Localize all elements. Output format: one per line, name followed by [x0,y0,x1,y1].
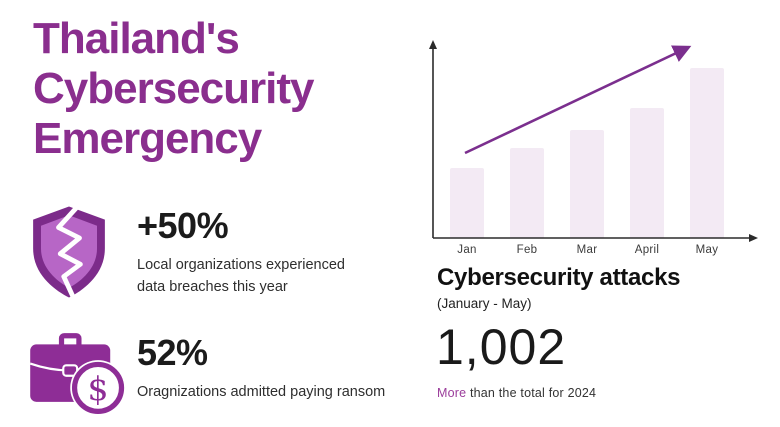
stat-body: +50% Local organizations experienced dat… [137,203,367,306]
x-tick-label-feb: Feb [516,244,538,256]
footnote-rest: than the total for 2024 [466,386,597,400]
chart-bar-may [690,68,724,238]
stat-data-breaches: +50% Local organizations experienced dat… [25,203,367,306]
stat-value-ransom: 52% [137,332,208,373]
y-axis-arrowhead [429,40,437,49]
footnote: More than the total for 2024 [437,386,596,400]
bar-chart: Jan Feb Mar April May [425,33,765,258]
stat-desc-ransom: Oragnizations admitted paying ransom [137,384,386,400]
total-attacks-number: 1,002 [436,319,567,375]
chart-axes-and-trend [429,40,758,242]
x-tick-label-jan: Jan [457,244,477,256]
chart-bar-mar [570,130,604,238]
x-tick-label-april: April [634,244,660,256]
chart-bar-jan [450,168,484,238]
broken-shield-icon [25,203,125,306]
stat-ransom: $ 52% Oragnizations admitted paying rans… [25,330,407,423]
chart-bar-april [630,108,664,238]
chart-subtitle: (January - May) [437,296,532,311]
page-title: Thailand's Cybersecurity Emergency [33,14,314,163]
chart-title: Cybersecurity attacks [437,264,681,291]
x-axis-arrowhead [749,234,758,242]
stat-desc-breaches: Local organizations experienced data bre… [137,257,345,295]
chart-bar-feb [510,148,544,238]
footnote-highlight: More [437,386,467,400]
stat-value-breaches: +50% [137,205,229,246]
x-tick-label-mar: Mar [576,244,598,256]
stat-body: 52% Oragnizations admitted paying ransom [137,330,407,423]
x-tick-label-may: May [695,244,719,256]
svg-text:$: $ [88,369,109,408]
briefcase-dollar-icon: $ [25,330,126,423]
trend-arrow [464,45,692,155]
